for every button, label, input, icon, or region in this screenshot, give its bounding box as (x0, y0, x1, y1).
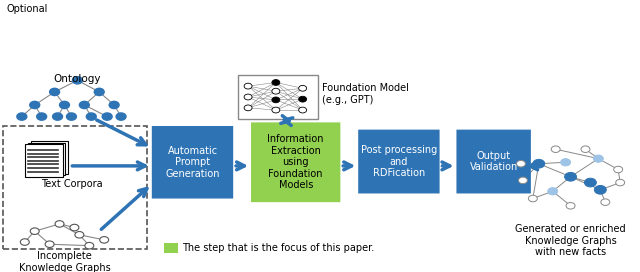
Text: Foundation Model
(e.g., GPT): Foundation Model (e.g., GPT) (321, 83, 408, 105)
Circle shape (529, 195, 538, 202)
Circle shape (70, 224, 79, 231)
Text: Automatic
Prompt
Generation: Automatic Prompt Generation (165, 146, 220, 179)
FancyBboxPatch shape (251, 122, 340, 202)
Circle shape (299, 107, 307, 113)
Circle shape (55, 221, 64, 227)
Circle shape (94, 88, 104, 95)
FancyBboxPatch shape (358, 130, 440, 193)
Circle shape (614, 166, 623, 173)
Circle shape (30, 228, 39, 234)
Circle shape (67, 113, 76, 120)
Text: Output
Validation: Output Validation (470, 151, 518, 172)
Circle shape (45, 241, 54, 248)
Circle shape (584, 178, 596, 187)
Circle shape (75, 231, 84, 238)
FancyBboxPatch shape (456, 130, 531, 193)
Text: Information
Extraction
using
Foundation
Models: Information Extraction using Foundation … (268, 134, 324, 190)
Circle shape (244, 83, 252, 89)
Text: Incomplete
Knowledge Graphs: Incomplete Knowledge Graphs (19, 252, 110, 272)
Circle shape (86, 113, 96, 120)
Circle shape (272, 88, 280, 94)
Bar (28, 143, 65, 175)
Circle shape (533, 159, 545, 168)
Circle shape (244, 94, 252, 100)
Text: Post processing
and
RDFication: Post processing and RDFication (361, 145, 437, 178)
Circle shape (102, 113, 112, 120)
Bar (25, 144, 63, 177)
Circle shape (36, 113, 47, 120)
Circle shape (85, 242, 94, 249)
Circle shape (551, 146, 560, 153)
Circle shape (79, 101, 90, 109)
Circle shape (595, 186, 606, 194)
Circle shape (30, 101, 40, 109)
Circle shape (272, 97, 280, 103)
Circle shape (72, 77, 83, 84)
Text: Generated or enriched
Knowledge Graphs
with new facts: Generated or enriched Knowledge Graphs w… (515, 224, 626, 257)
Circle shape (244, 105, 252, 111)
Circle shape (116, 113, 126, 120)
Circle shape (109, 101, 119, 109)
Text: The step that is the focus of this paper.: The step that is the focus of this paper… (182, 243, 374, 253)
Circle shape (299, 85, 307, 91)
Circle shape (561, 159, 571, 166)
Circle shape (272, 80, 280, 85)
Circle shape (60, 101, 70, 109)
Circle shape (20, 239, 29, 245)
Circle shape (601, 199, 610, 205)
Circle shape (17, 113, 27, 120)
Circle shape (593, 155, 604, 162)
Circle shape (548, 188, 557, 195)
Text: Ontology: Ontology (54, 74, 101, 84)
Circle shape (564, 172, 577, 181)
Circle shape (299, 96, 307, 102)
Circle shape (616, 179, 625, 186)
Circle shape (100, 237, 109, 243)
Circle shape (50, 88, 60, 95)
Bar (238, 75, 317, 119)
Bar (31, 141, 68, 174)
Text: Optional: Optional (7, 4, 49, 14)
Circle shape (516, 160, 525, 167)
Bar (164, 243, 178, 253)
FancyBboxPatch shape (152, 126, 233, 199)
Text: Text Corpora: Text Corpora (40, 179, 102, 189)
Circle shape (581, 146, 590, 153)
Circle shape (52, 113, 63, 120)
Circle shape (566, 203, 575, 209)
Circle shape (518, 177, 527, 184)
Circle shape (272, 107, 280, 113)
